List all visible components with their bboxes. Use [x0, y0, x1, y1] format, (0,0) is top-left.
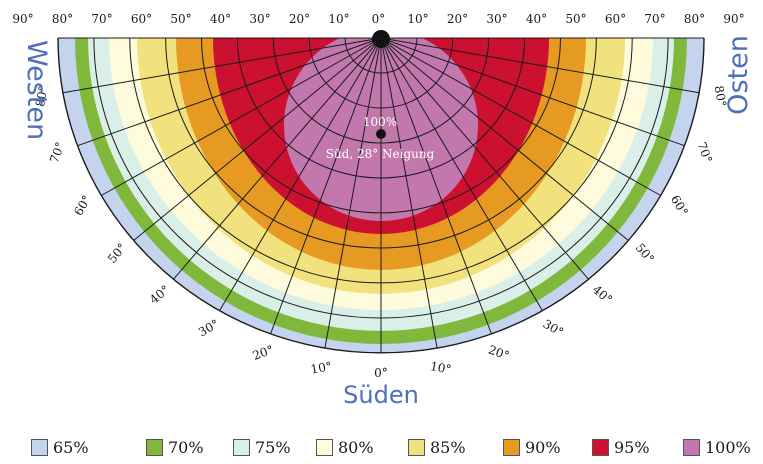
- legend-item-95: 95%: [592, 436, 650, 458]
- grid-spoke: [380, 37, 700, 94]
- rim-tick-label: 70°: [694, 140, 714, 165]
- rim-tick-label: 20°: [251, 343, 276, 363]
- grid-spoke: [324, 37, 382, 349]
- legend-item-100: 100%: [683, 436, 751, 458]
- legend-swatch: [146, 438, 163, 456]
- top-tick-label: 10°: [407, 12, 428, 26]
- top-tick-label: 80°: [684, 12, 705, 26]
- grid-spoke: [380, 37, 629, 241]
- rim-tick-label: 60°: [668, 193, 691, 218]
- rim-tick-label: 70°: [47, 140, 67, 165]
- top-tick-label: 60°: [605, 12, 626, 26]
- angle-grid: [57, 30, 705, 354]
- grid-spoke: [380, 37, 492, 335]
- grid-spoke: [380, 37, 543, 312]
- legend-item-90: 90%: [503, 436, 561, 458]
- legend-item-65: 65%: [31, 436, 89, 458]
- east-label: Osten: [723, 35, 754, 115]
- legend-label: 70%: [168, 437, 204, 457]
- legend-label: 90%: [525, 437, 561, 457]
- grid-spoke: [380, 37, 438, 349]
- legend-swatch: [503, 438, 520, 456]
- grid-spoke: [380, 37, 661, 196]
- top-tick-label: 80°: [52, 12, 73, 26]
- top-tick-label: 30°: [249, 12, 270, 26]
- legend-swatch: [31, 438, 48, 456]
- legend-label: 75%: [255, 437, 291, 457]
- legend-swatch: [233, 438, 250, 456]
- rim-tick-label: 40°: [590, 282, 615, 306]
- legend-item-85: 85%: [408, 436, 466, 458]
- rim-tick-label: 20°: [486, 343, 511, 363]
- rim-tick-label: 0°: [374, 366, 388, 380]
- optimum-label: Süd, 28° Neigung: [326, 147, 435, 161]
- top-tick-label: 40°: [526, 12, 547, 26]
- grid-spoke: [219, 37, 382, 312]
- legend-label: 95%: [614, 437, 650, 457]
- optimum-point: [376, 129, 386, 139]
- top-tick-label: 50°: [170, 12, 191, 26]
- optimum-value: 100%: [363, 115, 397, 129]
- top-tick-label: 90°: [723, 12, 744, 26]
- grid-spoke: [133, 37, 382, 241]
- rim-tick-label: 30°: [196, 317, 221, 340]
- grid-spoke: [173, 37, 382, 280]
- legend-item-75: 75%: [233, 436, 291, 458]
- top-tick-label: 60°: [131, 12, 152, 26]
- grid-spoke: [380, 37, 685, 147]
- legend: 65% 70% 75% 80% 85% 90% 95% 100%: [0, 436, 763, 458]
- legend-swatch: [592, 438, 609, 456]
- top-tick-label: 70°: [91, 12, 112, 26]
- top-tick-label: 90°: [12, 12, 33, 26]
- top-tick-label: 0°: [372, 12, 386, 26]
- legend-label: 80%: [338, 437, 374, 457]
- legend-swatch: [408, 438, 425, 456]
- legend-label: 65%: [53, 437, 89, 457]
- top-tick-label: 10°: [328, 12, 349, 26]
- top-tick-label: 20°: [289, 12, 310, 26]
- top-tick-label: 70°: [644, 12, 665, 26]
- rim-tick-label: 10°: [429, 359, 452, 376]
- legend-swatch: [316, 438, 333, 456]
- rim-tick-label: 50°: [633, 241, 657, 266]
- grid-spoke: [270, 37, 382, 335]
- south-label: Süden: [343, 381, 419, 409]
- rim-tick-label: 80°: [712, 85, 729, 108]
- top-tick-label: 30°: [486, 12, 507, 26]
- apex-marker: [372, 30, 390, 48]
- rim-tick-label: 80°: [33, 85, 50, 108]
- grid-spoke: [62, 37, 382, 94]
- west-label: Westen: [21, 40, 52, 140]
- rim-tick-label: 10°: [310, 359, 333, 376]
- top-tick-label: 50°: [565, 12, 586, 26]
- rim-tick-label: 60°: [71, 193, 94, 218]
- rim-tick-label: 30°: [541, 317, 566, 340]
- rim-tick-label: 40°: [147, 282, 172, 306]
- top-tick-label: 40°: [210, 12, 231, 26]
- legend-label: 100%: [705, 437, 751, 457]
- grid-spoke: [380, 37, 589, 280]
- grid-spoke: [101, 37, 382, 196]
- legend-item-70: 70%: [146, 436, 204, 458]
- legend-swatch: [683, 438, 700, 456]
- top-tick-label: 20°: [447, 12, 468, 26]
- legend-label: 85%: [430, 437, 466, 457]
- grid-spoke: [77, 37, 382, 147]
- legend-item-80: 80%: [316, 436, 374, 458]
- rim-tick-label: 50°: [105, 241, 129, 266]
